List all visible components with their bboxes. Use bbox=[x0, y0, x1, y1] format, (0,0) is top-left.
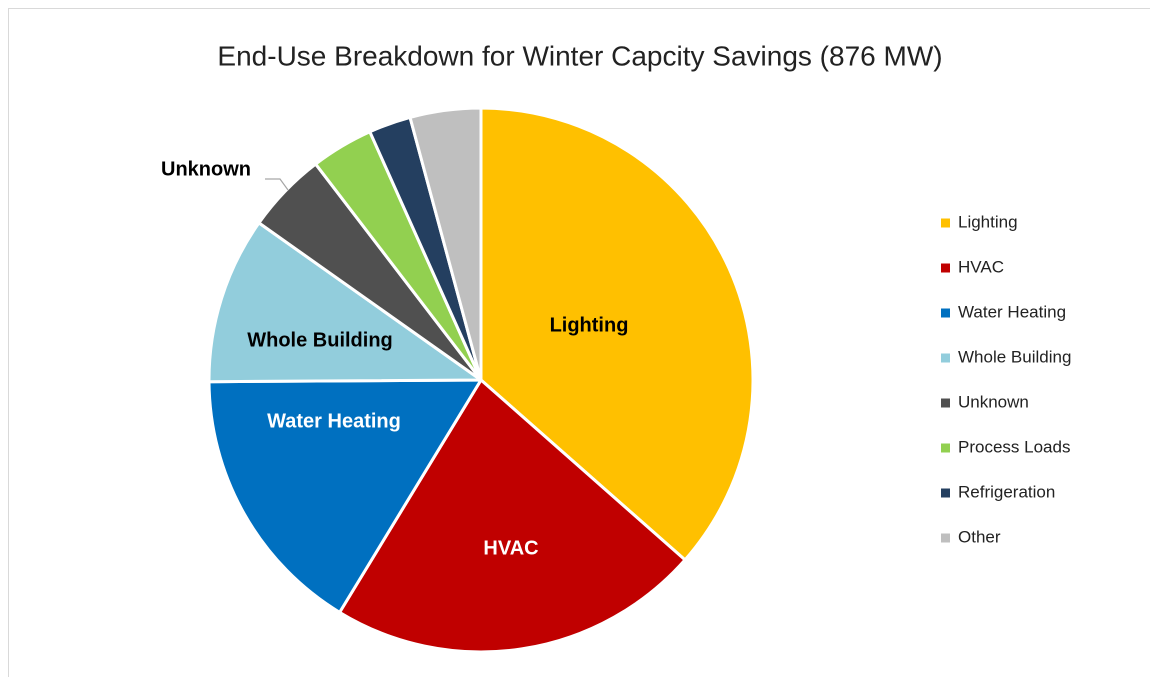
pie-slice bbox=[408, 106, 483, 382]
data-label: Lighting bbox=[550, 314, 629, 336]
data-label: HVAC bbox=[483, 537, 538, 559]
legend-swatch bbox=[941, 488, 950, 498]
pie-slice bbox=[207, 221, 483, 384]
legend-label: Lighting bbox=[958, 212, 1018, 231]
legend-label: Whole Building bbox=[958, 347, 1071, 366]
legend-swatch bbox=[941, 398, 950, 408]
legend-swatch bbox=[941, 308, 950, 318]
pie bbox=[207, 106, 755, 654]
legend-label: Other bbox=[958, 527, 1001, 546]
pie-slice bbox=[207, 378, 483, 614]
legend-swatch bbox=[941, 218, 950, 228]
data-label: Water Heating bbox=[267, 410, 401, 432]
data-label: Unknown bbox=[161, 158, 251, 180]
legend-swatch bbox=[941, 263, 950, 273]
legend-swatch bbox=[941, 353, 950, 363]
legend-label: Unknown bbox=[958, 392, 1029, 411]
legend-swatch bbox=[941, 443, 950, 453]
leader-line bbox=[265, 178, 289, 191]
legend: Lighting HVAC Water Heating Whole Building U… bbox=[941, 212, 1071, 546]
chart-title: End-Use Breakdown for Winter Capcity Sav… bbox=[217, 40, 942, 71]
legend-label: Refrigeration bbox=[958, 482, 1055, 501]
legend-swatch bbox=[941, 533, 950, 543]
legend-label: HVAC bbox=[958, 257, 1004, 276]
pie-slice bbox=[479, 106, 755, 562]
legend-label: Water Heating bbox=[958, 302, 1066, 321]
pie-slice bbox=[338, 378, 687, 654]
data-label: Whole Building bbox=[247, 329, 393, 351]
legend-label: Process Loads bbox=[958, 437, 1070, 456]
